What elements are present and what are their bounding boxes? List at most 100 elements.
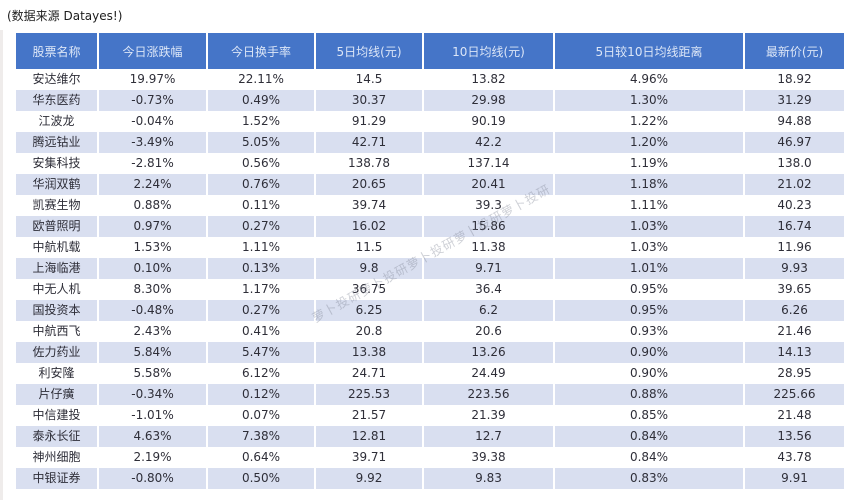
table-row: 华润双鹤 2.24% 0.76% 20.65 20.41 1.18% 21.02 — [16, 174, 844, 195]
value-cell: 42.71 — [314, 132, 422, 153]
stock-name-cell: 国投资本 — [16, 300, 97, 321]
value-cell: 0.93% — [553, 321, 743, 342]
value-cell: 11.38 — [422, 237, 553, 258]
table-row: 欧普照明 0.97% 0.27% 16.02 15.86 1.03% 16.74 — [16, 216, 844, 237]
value-cell: 46.97 — [743, 132, 844, 153]
stock-name-cell: 安集科技 — [16, 153, 97, 174]
value-cell: 13.82 — [422, 69, 553, 90]
stock-name-cell: 欧普照明 — [16, 216, 97, 237]
value-cell: 39.3 — [422, 195, 553, 216]
value-cell: 0.49% — [206, 90, 314, 111]
value-cell: 0.84% — [553, 426, 743, 447]
value-cell: 20.8 — [314, 321, 422, 342]
column-header-4: 10日均线(元) — [422, 33, 553, 69]
value-cell: 138.0 — [743, 153, 844, 174]
value-cell: 94.88 — [743, 111, 844, 132]
table-row: 中无人机 8.30% 1.17% 36.75 36.4 0.95% 39.65 — [16, 279, 844, 300]
value-cell: 9.93 — [743, 258, 844, 279]
value-cell: 13.38 — [314, 342, 422, 363]
value-cell: 0.10% — [97, 258, 206, 279]
table-row: 江波龙 -0.04% 1.52% 91.29 90.19 1.22% 94.88 — [16, 111, 844, 132]
value-cell: 9.92 — [314, 468, 422, 489]
value-cell: 12.81 — [314, 426, 422, 447]
value-cell: 39.74 — [314, 195, 422, 216]
stock-table: 股票名称 今日涨跌幅 今日换手率 5日均线(元) 10日均线(元) 5日较10日均线距离最… — [16, 33, 844, 489]
stock-name-cell: 中无人机 — [16, 279, 97, 300]
value-cell: 1.01% — [553, 258, 743, 279]
value-cell: 24.71 — [314, 363, 422, 384]
table-row: 中信建投 -1.01% 0.07% 21.57 21.39 0.85% 21.48 — [16, 405, 844, 426]
value-cell: 1.30% — [553, 90, 743, 111]
stock-name-cell: 中航西飞 — [16, 321, 97, 342]
table-row: 安集科技 -2.81% 0.56% 138.78 137.14 1.19% 138.0 — [16, 153, 844, 174]
value-cell: 6.26 — [743, 300, 844, 321]
value-cell: 0.90% — [553, 363, 743, 384]
table-row: 片仔癀 -0.34% 0.12% 225.53 223.56 0.88% 225.66 — [16, 384, 844, 405]
stock-name-cell: 华润双鹤 — [16, 174, 97, 195]
value-cell: -0.73% — [97, 90, 206, 111]
value-cell: 19.97% — [97, 69, 206, 90]
value-cell: 1.03% — [553, 237, 743, 258]
value-cell: 9.8 — [314, 258, 422, 279]
value-cell: 12.7 — [422, 426, 553, 447]
value-cell: 39.71 — [314, 447, 422, 468]
value-cell: -2.81% — [97, 153, 206, 174]
column-header-0: 股票名称 — [16, 33, 97, 69]
value-cell: 138.78 — [314, 153, 422, 174]
table-row: 佐力药业 5.84% 5.47% 13.38 13.26 0.90% 14.13 — [16, 342, 844, 363]
table-row: 华东医药 -0.73% 0.49% 30.37 29.98 1.30% 31.29 — [16, 90, 844, 111]
stock-name-cell: 泰永长征 — [16, 426, 97, 447]
value-cell: 225.66 — [743, 384, 844, 405]
value-cell: 24.49 — [422, 363, 553, 384]
column-header-3: 5日均线(元) — [314, 33, 422, 69]
value-cell: 0.07% — [206, 405, 314, 426]
value-cell: 20.65 — [314, 174, 422, 195]
column-header-6: 最新价(元) — [743, 33, 844, 69]
value-cell: 7.38% — [206, 426, 314, 447]
value-cell: 16.02 — [314, 216, 422, 237]
value-cell: -0.80% — [97, 468, 206, 489]
value-cell: 21.48 — [743, 405, 844, 426]
table-row: 腾远钴业 -3.49% 5.05% 42.71 42.2 1.20% 46.97 — [16, 132, 844, 153]
stock-name-cell: 江波龙 — [16, 111, 97, 132]
value-cell: 1.52% — [206, 111, 314, 132]
value-cell: 1.19% — [553, 153, 743, 174]
value-cell: -1.01% — [97, 405, 206, 426]
data-source-note: (数据来源 Datayes!) — [7, 9, 123, 23]
value-cell: 1.11% — [206, 237, 314, 258]
value-cell: 21.46 — [743, 321, 844, 342]
value-cell: 0.56% — [206, 153, 314, 174]
value-cell: 43.78 — [743, 447, 844, 468]
table-row: 利安隆 5.58% 6.12% 24.71 24.49 0.90% 28.95 — [16, 363, 844, 384]
value-cell: 21.39 — [422, 405, 553, 426]
value-cell: 9.71 — [422, 258, 553, 279]
table-body: 安达维尔 19.97% 22.11% 14.5 13.82 4.96% 18.92 华东医药 -… — [16, 69, 844, 489]
value-cell: 21.57 — [314, 405, 422, 426]
table-row: 上海临港 0.10% 0.13% 9.8 9.71 1.01% 9.93 — [16, 258, 844, 279]
value-cell: 5.05% — [206, 132, 314, 153]
stock-name-cell: 上海临港 — [16, 258, 97, 279]
value-cell: 91.29 — [314, 111, 422, 132]
column-header-1: 今日涨跌幅 — [97, 33, 206, 69]
value-cell: 0.84% — [553, 447, 743, 468]
value-cell: 0.97% — [97, 216, 206, 237]
value-cell: 2.43% — [97, 321, 206, 342]
value-cell: 2.24% — [97, 174, 206, 195]
stock-name-cell: 中信建投 — [16, 405, 97, 426]
value-cell: 14.13 — [743, 342, 844, 363]
value-cell: 6.2 — [422, 300, 553, 321]
value-cell: 42.2 — [422, 132, 553, 153]
value-cell: 11.5 — [314, 237, 422, 258]
value-cell: 0.88% — [553, 384, 743, 405]
value-cell: 18.92 — [743, 69, 844, 90]
value-cell: 13.26 — [422, 342, 553, 363]
value-cell: 0.95% — [553, 300, 743, 321]
table-row: 中航西飞 2.43% 0.41% 20.8 20.6 0.93% 21.46 — [16, 321, 844, 342]
value-cell: 4.96% — [553, 69, 743, 90]
stock-name-cell: 利安隆 — [16, 363, 97, 384]
table-row: 凯赛生物 0.88% 0.11% 39.74 39.3 1.11% 40.23 — [16, 195, 844, 216]
value-cell: 0.83% — [553, 468, 743, 489]
value-cell: 5.47% — [206, 342, 314, 363]
value-cell: 2.19% — [97, 447, 206, 468]
